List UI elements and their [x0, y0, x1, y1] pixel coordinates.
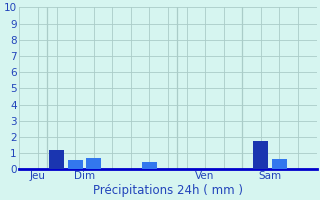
Bar: [86, 158, 101, 169]
Bar: [253, 141, 268, 169]
Bar: [68, 160, 83, 169]
X-axis label: Précipitations 24h ( mm ): Précipitations 24h ( mm ): [93, 184, 243, 197]
Bar: [272, 159, 287, 169]
Bar: [142, 162, 157, 169]
Bar: [49, 150, 64, 169]
